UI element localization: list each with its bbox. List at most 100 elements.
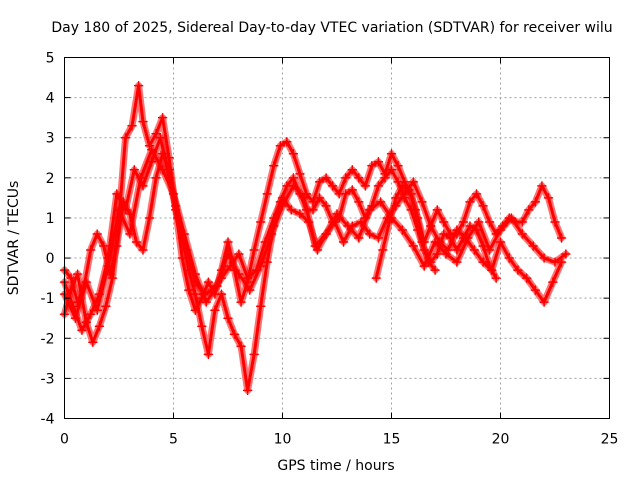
data-point: [321, 229, 331, 239]
data-point: [190, 289, 201, 299]
data-point: [556, 233, 567, 243]
data-point: [343, 221, 353, 231]
data-point: [432, 249, 443, 259]
data-point: [129, 165, 140, 175]
data-point: [72, 269, 83, 279]
data-point: [114, 205, 124, 215]
data-point: [197, 321, 207, 331]
data-point: [478, 257, 488, 267]
data-point: [347, 165, 358, 175]
data-point: [408, 241, 419, 251]
x-tick-label: 5: [169, 432, 178, 448]
data-point: [125, 229, 135, 239]
data-point: [371, 273, 381, 283]
y-tick-label: 4: [46, 91, 55, 107]
data-point: [94, 321, 105, 331]
y-tick-label: -3: [41, 371, 55, 387]
data-point: [550, 217, 560, 227]
data-point: [537, 181, 547, 191]
data-point: [288, 173, 299, 183]
data-point: [157, 112, 168, 123]
data-point: [151, 173, 161, 183]
data-point: [397, 225, 408, 235]
data-point: [88, 337, 98, 348]
data-point: [517, 229, 528, 239]
data-point: [408, 177, 419, 187]
y-axis-label: SDTVAR / TECUs: [6, 181, 22, 296]
data-point: [262, 189, 272, 199]
data-point: [495, 225, 506, 235]
data-point: [234, 249, 244, 259]
data-point: [70, 313, 81, 323]
x-tick-label: 10: [274, 432, 292, 448]
data-series: [59, 80, 571, 396]
data-point: [212, 281, 222, 291]
data-point: [127, 120, 137, 131]
data-point: [384, 217, 395, 227]
data-point: [441, 249, 451, 259]
data-point: [223, 237, 233, 247]
data-point: [138, 245, 148, 255]
data-point: [354, 197, 364, 207]
data-point: [92, 305, 102, 315]
data-point: [430, 265, 440, 275]
data-point: [378, 245, 388, 255]
data-point: [375, 197, 386, 207]
data-point: [417, 197, 427, 207]
data-point: [277, 201, 288, 211]
data-point: [432, 205, 443, 215]
data-point: [521, 273, 532, 283]
data-point: [419, 261, 429, 271]
data-point: [373, 157, 384, 167]
data-point: [364, 205, 375, 215]
data-point: [513, 265, 523, 275]
data-point: [138, 116, 148, 127]
data-point: [393, 177, 403, 187]
data-point: [484, 245, 495, 255]
data-point: [203, 277, 214, 287]
data-point: [85, 245, 96, 255]
data-point: [487, 265, 497, 275]
data-point: [452, 225, 462, 235]
data-point: [417, 237, 427, 247]
data-point: [373, 233, 384, 243]
data-point: [85, 309, 96, 319]
data-point: [223, 249, 233, 259]
data-point: [286, 205, 296, 215]
data-point: [299, 193, 310, 203]
data-point: [478, 201, 488, 211]
chart-title: Day 180 of 2025, Sidereal Day-to-day VTE…: [51, 20, 612, 36]
data-point: [310, 241, 320, 251]
data-point: [249, 245, 259, 255]
data-point: [404, 185, 414, 195]
data-point: [347, 185, 358, 195]
data-point: [203, 349, 214, 360]
x-tick-label: 25: [601, 432, 619, 448]
x-tick-labels: 0 5 10 15 20 25: [60, 432, 618, 448]
data-point: [92, 229, 102, 239]
data-point: [131, 237, 142, 247]
data-point: [360, 181, 371, 191]
y-tick-label: 2: [46, 171, 55, 187]
data-point: [340, 189, 351, 199]
data-point: [321, 173, 331, 183]
data-point: [266, 229, 277, 239]
data-point: [210, 305, 220, 315]
y-tick-label: -1: [41, 291, 55, 307]
data-point: [380, 173, 390, 183]
data-point: [66, 273, 76, 283]
data-point: [530, 285, 541, 295]
data-point: [506, 213, 517, 223]
data-point: [561, 249, 571, 259]
data-point: [242, 385, 253, 396]
data-point: [548, 277, 558, 287]
data-point: [216, 289, 227, 299]
data-point: [168, 189, 179, 199]
y-tick-labels: -4 -3 -2 -1 0 1 2 3 4 5: [41, 51, 55, 428]
data-point: [364, 229, 375, 239]
data-point: [151, 128, 161, 139]
data-point: [452, 257, 462, 267]
data-point: [471, 189, 482, 199]
series-line: [374, 184, 437, 280]
data-point: [425, 221, 436, 231]
